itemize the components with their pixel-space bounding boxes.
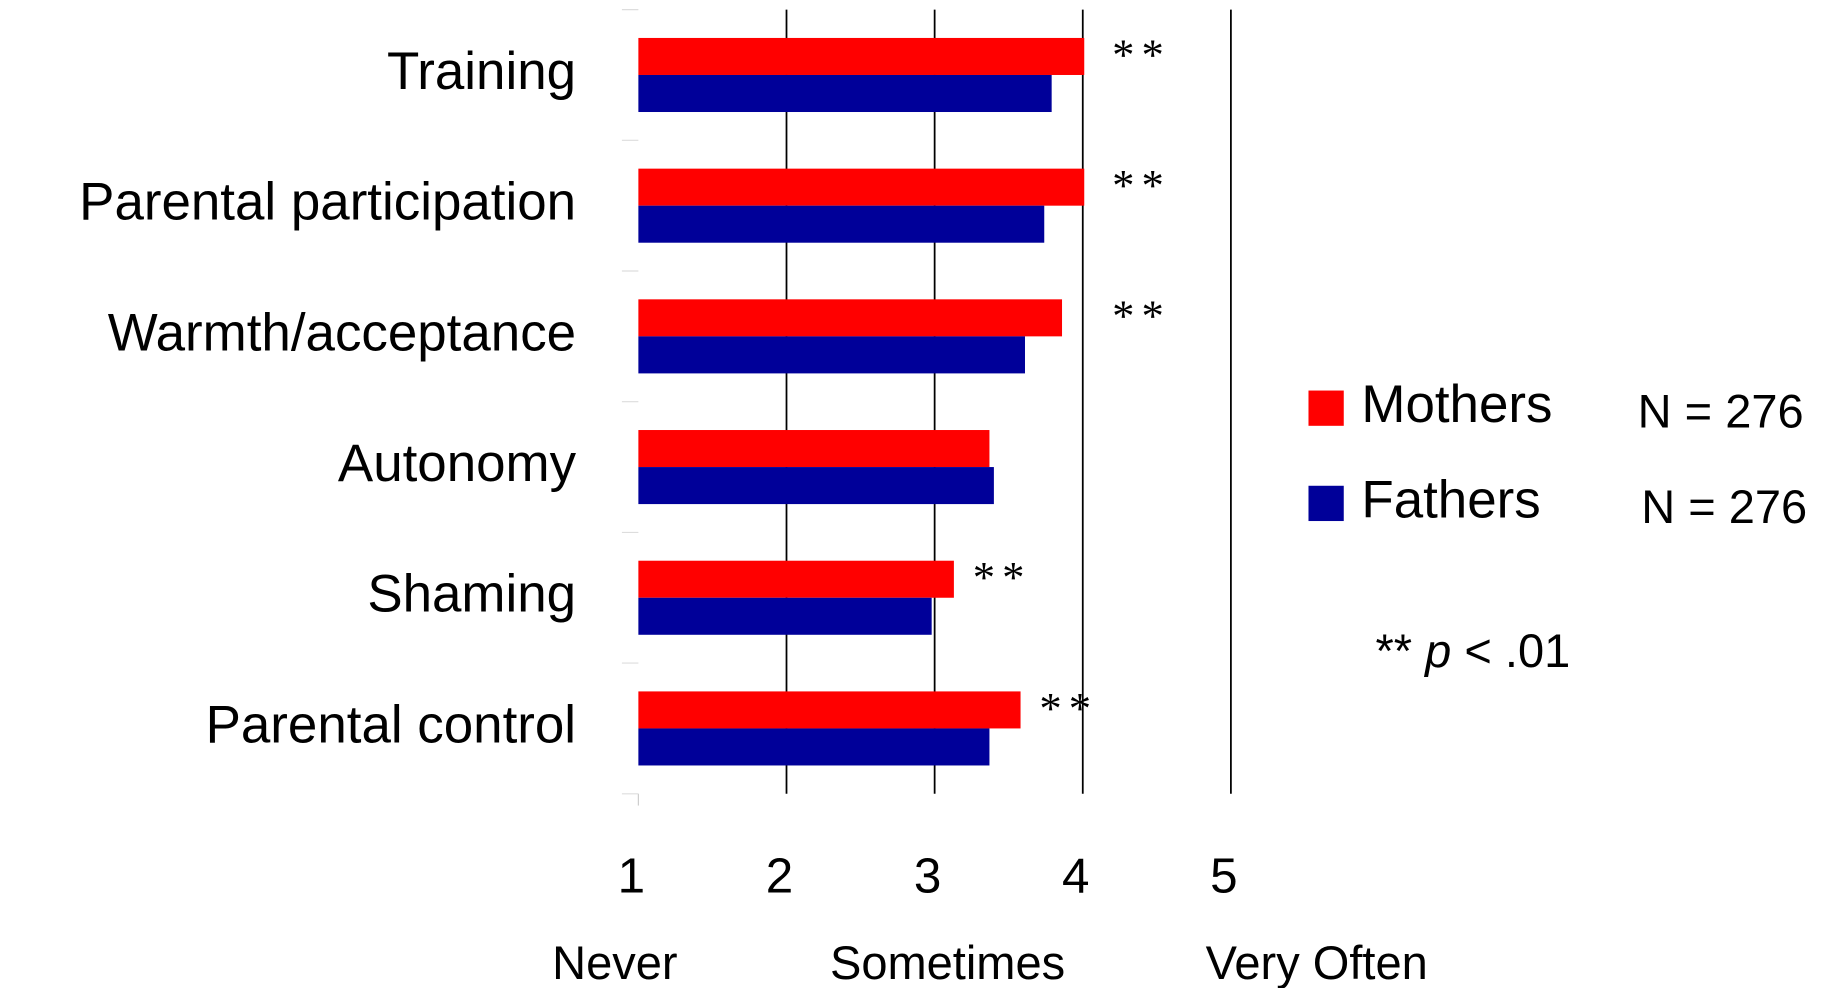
bar (638, 691, 1021, 729)
bar (638, 168, 1085, 206)
x-tick-label: 3 (914, 849, 941, 904)
category-label: Parental control (206, 695, 576, 754)
x-tick-label: 2 (766, 849, 793, 904)
bar (638, 430, 990, 468)
legend-n: N = 276 (1641, 480, 1807, 533)
bar (638, 728, 990, 766)
legend-label: Fathers (1361, 470, 1540, 529)
bar (638, 467, 994, 505)
significance-marker: ** (973, 552, 1032, 602)
bar (638, 597, 932, 635)
bar (638, 560, 954, 598)
category-label: Training (387, 42, 576, 101)
bar (638, 205, 1045, 243)
significance-note: ** p < .01 (1376, 624, 1571, 677)
legend-label: Mothers (1361, 375, 1552, 434)
category-label: Parental participation (79, 173, 576, 232)
significance-marker: ** (1112, 291, 1171, 341)
note-suffix: < .01 (1464, 624, 1570, 677)
scale-anchor-label: Very Often (1206, 936, 1428, 988)
x-tick-label: 5 (1210, 849, 1237, 904)
scale-anchor-label: Sometimes (830, 936, 1065, 988)
legend-swatch (1308, 485, 1344, 522)
category-label: Autonomy (338, 434, 577, 493)
bar (638, 336, 1025, 374)
note-prefix: ** (1376, 624, 1413, 677)
x-tick-label: 1 (618, 849, 645, 904)
legend-swatch (1308, 390, 1344, 426)
bar (638, 37, 1085, 75)
category-label: Warmth/acceptance (108, 303, 576, 362)
bar (638, 299, 1063, 337)
bar (638, 74, 1052, 113)
legend-n: N = 276 (1638, 385, 1804, 438)
note-italic: p (1423, 624, 1451, 677)
scale-anchor-label: Never (552, 936, 677, 988)
x-tick-label: 4 (1062, 849, 1089, 904)
category-label: Shaming (367, 565, 576, 624)
significance-marker: ** (1039, 683, 1098, 733)
significance-marker: ** (1112, 29, 1171, 79)
significance-marker: ** (1112, 160, 1171, 210)
